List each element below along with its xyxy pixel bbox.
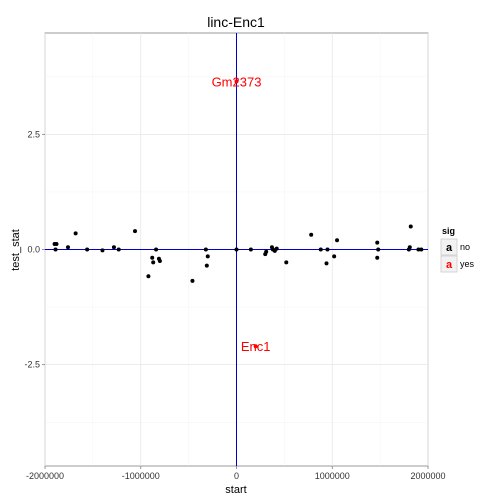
legend-label-yes: yes: [460, 259, 475, 269]
data-point-no: [151, 260, 156, 265]
y-tick-label: -2.5: [24, 360, 40, 370]
data-point-no: [203, 247, 208, 252]
point-annotation: Gm2373: [212, 74, 262, 89]
data-point-no: [157, 259, 162, 264]
x-tick-label: 2000000: [410, 471, 445, 481]
legend-key-yes: [440, 255, 458, 273]
data-point-no: [274, 246, 279, 251]
chart-title: linc-Enc1: [207, 14, 265, 30]
y-tick-label: 0.0: [27, 245, 40, 255]
data-point-no: [419, 247, 424, 252]
data-point-no: [335, 238, 340, 243]
x-tick-label: -2000000: [26, 471, 64, 481]
data-point-no: [284, 260, 289, 265]
data-point-no: [408, 224, 413, 229]
y-axis-ticks: -2.5 0.0 2.5: [24, 129, 45, 370]
data-point-yes: [253, 344, 258, 349]
data-point-no: [248, 247, 253, 252]
data-point-no: [416, 247, 421, 252]
data-point-no: [309, 232, 314, 237]
data-point-no: [407, 245, 412, 250]
data-point-no: [324, 261, 329, 266]
legend-key-glyph: a: [446, 242, 453, 254]
y-axis-title: test_stat: [10, 229, 22, 271]
data-point-no: [190, 278, 195, 283]
data-point-no: [150, 255, 155, 260]
data-point-no: [375, 240, 380, 245]
data-points: [52, 79, 424, 349]
y-tick-label: 2.5: [27, 129, 40, 139]
data-point-no: [154, 247, 159, 252]
data-point-no: [146, 274, 151, 279]
legend-entries: a noa yes: [440, 238, 475, 273]
legend-title: sig: [442, 226, 455, 236]
data-point-no: [375, 255, 380, 260]
data-point-no: [111, 245, 116, 250]
data-point-no: [85, 247, 90, 252]
x-axis-title: start: [225, 484, 246, 496]
point-annotation: Enc1: [241, 339, 271, 354]
data-point-no: [65, 245, 70, 250]
data-point-no: [264, 249, 269, 254]
data-point-no: [205, 254, 210, 259]
data-point-no: [133, 229, 138, 234]
annotations: Gm2373 Enc1: [212, 74, 271, 354]
legend-key-glyph: a: [446, 259, 453, 271]
data-point-yes: [234, 79, 239, 84]
data-point-no: [234, 247, 239, 252]
data-point-no: [325, 247, 330, 252]
data-point-no: [54, 241, 59, 246]
data-point-no: [318, 247, 323, 252]
data-point-no: [100, 248, 105, 253]
x-tick-label: 1000000: [315, 471, 350, 481]
x-tick-label: 0: [234, 471, 239, 481]
legend-label-no: no: [460, 242, 470, 252]
data-point-no: [73, 231, 78, 236]
data-point-no: [53, 247, 58, 252]
data-point-no: [332, 254, 337, 259]
data-point-no: [116, 247, 121, 252]
legend: sig a noa yes: [440, 226, 475, 273]
data-point-no: [204, 263, 209, 268]
data-point-no: [376, 247, 381, 252]
legend-key-no: [440, 238, 458, 256]
x-tick-label: -1000000: [122, 471, 160, 481]
x-axis-ticks: -2000000 -1000000 0 1000000 2000000: [26, 466, 446, 481]
